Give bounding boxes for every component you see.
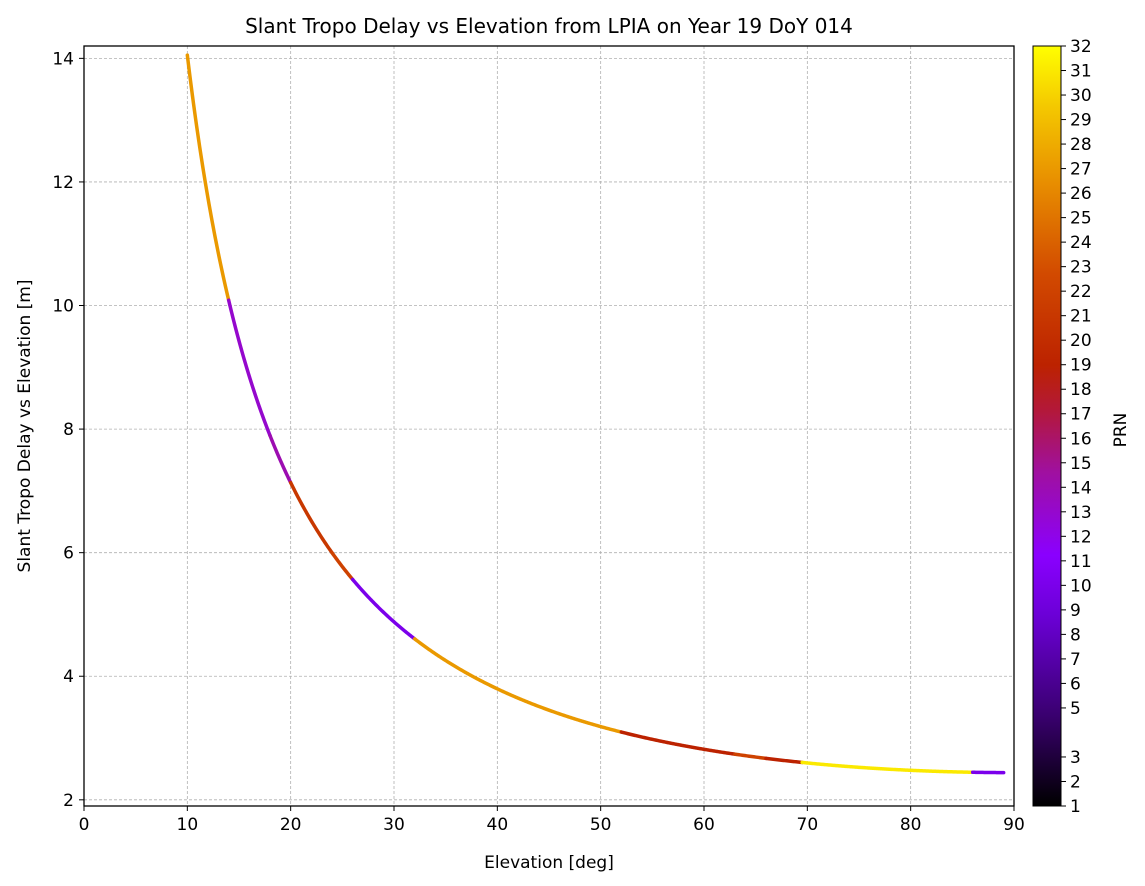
colorbar-tick-label: 9 <box>1070 601 1081 621</box>
chart-title: Slant Tropo Delay vs Elevation from LPIA… <box>245 14 853 38</box>
colorbar-tick-label: 15 <box>1070 454 1092 474</box>
x-axis-label: Elevation [deg] <box>484 853 614 873</box>
colorbar-tick-label: 7 <box>1070 650 1081 670</box>
grid <box>83 46 1015 806</box>
colorbar-tick-label: 30 <box>1070 86 1092 106</box>
colorbar-axis: 1235678910111213141516171819202122232425… <box>1061 37 1092 817</box>
colorbar-tick-label: 18 <box>1070 380 1092 400</box>
colorbar-tick-label: 20 <box>1070 331 1092 351</box>
x-tick-label: 50 <box>590 815 612 835</box>
x-tick-label: 90 <box>1003 815 1025 835</box>
x-tick-label: 20 <box>280 815 302 835</box>
colorbar-tick-label: 26 <box>1070 184 1092 204</box>
y-axis: 2 4 6 8 10 12 14 <box>52 49 84 811</box>
colorbar-tick-label: 19 <box>1070 356 1092 376</box>
y-tick-label: 2 <box>63 791 74 811</box>
colorbar-tick-label: 24 <box>1070 233 1092 253</box>
colorbar-tick-label: 25 <box>1070 209 1092 229</box>
colorbar-tick-label: 28 <box>1070 135 1092 155</box>
colorbar-tick-label: 14 <box>1070 478 1092 498</box>
colorbar-tick-label: 17 <box>1070 405 1092 425</box>
colorbar-tick-label: 21 <box>1070 307 1092 327</box>
colorbar-tick-label: 6 <box>1070 674 1081 694</box>
y-axis-label: Slant Tropo Delay vs Elevation [m] <box>15 280 35 573</box>
scatter-series <box>185 53 1006 775</box>
series-segment-prn-14 <box>268 433 293 485</box>
y-tick-label: 14 <box>52 49 74 69</box>
y-tick-label: 12 <box>52 173 74 193</box>
colorbar-tick-label: 3 <box>1070 748 1081 768</box>
colorbar-tick-label: 1 <box>1070 797 1081 817</box>
series-segment-prn-21 <box>288 480 334 555</box>
y-tick-label: 6 <box>63 544 74 564</box>
plot-area-frame <box>83 45 1015 807</box>
colorbar-tick-label: 2 <box>1070 772 1081 792</box>
series-segment-prn-27 <box>412 637 624 734</box>
colorbar-tick-label: 29 <box>1070 111 1092 131</box>
x-axis: 0 10 20 30 40 50 60 70 80 90 <box>79 806 1025 835</box>
series-segment-prn-22 <box>330 550 355 582</box>
colorbar-tick-label: 12 <box>1070 527 1092 547</box>
colorbar-tick-label: 22 <box>1070 282 1092 302</box>
colorbar-tick-label: 31 <box>1070 62 1092 82</box>
colorbar-tick-label: 8 <box>1070 625 1081 645</box>
y-tick-label: 10 <box>52 297 74 317</box>
colorbar-tick-label: 23 <box>1070 258 1092 278</box>
x-tick-label: 30 <box>383 815 405 835</box>
series-segment-prn-19 <box>764 756 804 765</box>
colorbar-tick-label: 10 <box>1070 576 1092 596</box>
y-tick-label: 4 <box>63 667 74 687</box>
series-segment-prn-27 <box>185 53 231 302</box>
colorbar <box>1032 45 1062 807</box>
series-segment-prn-10 <box>350 577 417 641</box>
x-tick-label: 40 <box>487 815 509 835</box>
colorbar-tick-label: 16 <box>1070 429 1092 449</box>
x-tick-label: 70 <box>797 815 819 835</box>
colorbar-label: PRN <box>1111 413 1131 448</box>
colorbar-tick-label: 27 <box>1070 160 1092 180</box>
series-segment-prn-13 <box>226 298 272 438</box>
colorbar-tick-label: 13 <box>1070 503 1092 523</box>
colorbar-tick-label: 32 <box>1070 37 1092 57</box>
series-segment-prn-22 <box>733 752 768 761</box>
series-segment-prn-31 <box>800 760 975 775</box>
colorbar-tick-label: 11 <box>1070 552 1092 572</box>
x-tick-label: 60 <box>693 815 715 835</box>
y-tick-label: 8 <box>63 420 74 440</box>
x-tick-label: 0 <box>79 815 90 835</box>
x-tick-label: 80 <box>900 815 922 835</box>
colorbar-tick-label: 5 <box>1070 699 1081 719</box>
series-segment-prn-19 <box>619 730 737 756</box>
x-tick-label: 10 <box>177 815 199 835</box>
